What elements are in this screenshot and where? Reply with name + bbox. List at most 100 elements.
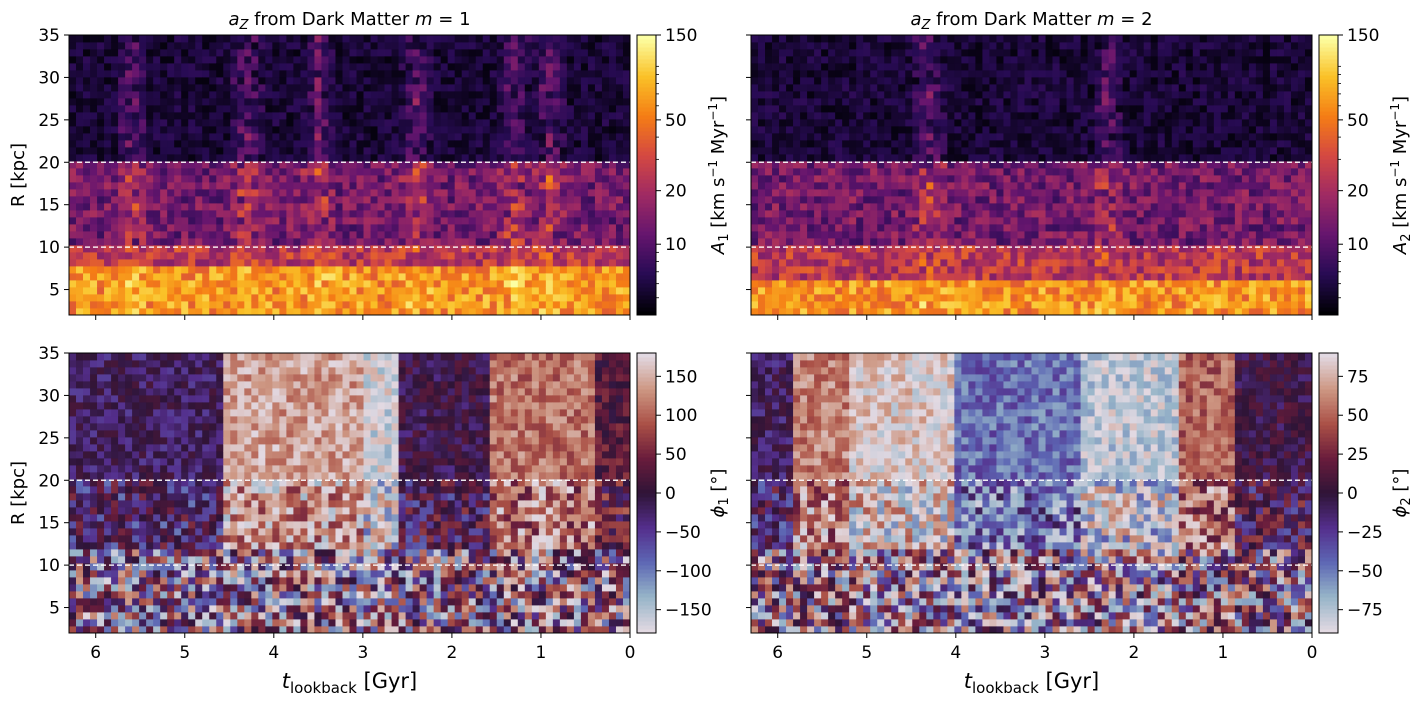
heatmap-cell [751,189,759,197]
heatmap-cell [758,259,766,267]
heatmap-cell [230,84,238,92]
heatmap-cell [615,168,624,176]
heatmap-cell [800,98,808,106]
heatmap-cell [807,91,815,99]
heatmap-cell [349,301,357,309]
heatmap-cell [538,308,547,316]
heatmap-cell [440,224,449,232]
heatmap-cell [111,133,119,141]
heatmap-cell [461,49,470,57]
heatmap-cell [174,203,182,211]
heatmap-cell [933,49,941,57]
heatmap-cell [237,280,245,288]
heatmap-cell [503,308,512,316]
heatmap-cell [195,42,203,50]
heatmap-cell [286,224,294,232]
heatmap-cell [510,70,519,78]
heatmap-cell [412,140,421,148]
heatmap-cell [905,147,913,155]
heatmap-cell [83,63,91,71]
heatmap-cell [884,175,892,183]
heatmap-cell [849,238,857,246]
heatmap-cell [919,140,927,148]
heatmap-cell [545,112,554,120]
heatmap-cell [559,189,568,197]
heatmap-cell [223,189,231,197]
heatmap-cell [982,133,990,141]
heatmap-cell [377,189,385,197]
heatmap-cell [328,105,336,113]
heatmap-cell [286,84,294,92]
heatmap-cell [335,266,343,274]
heatmap-cell [146,49,154,57]
heatmap-cell [566,196,575,204]
heatmap-cell [258,308,266,316]
heatmap-cell [786,294,794,302]
heatmap-cell [230,238,238,246]
heatmap-cell [1017,294,1025,302]
heatmap-cell [83,91,91,99]
heatmap-cell [608,266,617,274]
heatmap-cell [118,35,126,43]
heatmap-cell [884,112,892,120]
heatmap-cell [314,147,322,155]
heatmap-cell [615,189,624,197]
heatmap-cell [1003,238,1011,246]
heatmap-cell [510,238,519,246]
heatmap-cell [989,126,997,134]
heatmap-cell [461,112,470,120]
heatmap-cell [83,56,91,64]
heatmap-cell [989,56,997,64]
heatmap-cell [510,119,519,127]
heatmap-cell [933,168,941,176]
heatmap-cell [223,217,231,225]
heatmap-cell [622,133,631,141]
heatmap-cell [622,91,631,99]
heatmap-cell [856,196,864,204]
heatmap-cell [510,91,519,99]
heatmap-cell [552,252,561,260]
heatmap-cell [482,154,491,162]
heatmap-cell [1017,308,1025,316]
heatmap-cell [244,280,252,288]
heatmap-cell [842,56,850,64]
heatmap-cell [349,259,357,267]
colorbar-segment [637,303,656,308]
heatmap-cell [947,273,955,281]
heatmap-cell [779,105,787,113]
heatmap-cell [468,210,477,218]
heatmap-cell [384,119,392,127]
heatmap-cell [132,161,140,169]
heatmap-cell [779,133,787,141]
heatmap-cell [1038,301,1046,309]
heatmap-cell [97,217,105,225]
heatmap-cell [814,189,822,197]
heatmap-cell [405,112,414,120]
heatmap-cell [307,119,315,127]
heatmap-cell [398,203,406,211]
heatmap-cell [440,287,449,295]
heatmap-cell [538,84,547,92]
colorbar-segment [637,171,656,176]
heatmap-cell [573,238,582,246]
heatmap-cell [517,49,526,57]
heatmap-cell [510,301,519,309]
heatmap-cell [765,182,773,190]
heatmap-cell [856,273,864,281]
heatmap-cell [765,196,773,204]
heatmap-cell [814,112,822,120]
heatmap-cell [884,252,892,260]
heatmap-cell [349,245,357,253]
heatmap-cell [877,273,885,281]
heatmap-cell [884,49,892,57]
heatmap-cell [947,84,955,92]
heatmap-cell [132,126,140,134]
heatmap-cell [877,49,885,57]
heatmap-cell [251,161,259,169]
heatmap-cell [272,126,280,134]
heatmap-cell [926,84,934,92]
heatmap-cell [580,77,589,85]
heatmap-cell [335,196,343,204]
heatmap-cell [961,56,969,64]
heatmap-cell [919,105,927,113]
